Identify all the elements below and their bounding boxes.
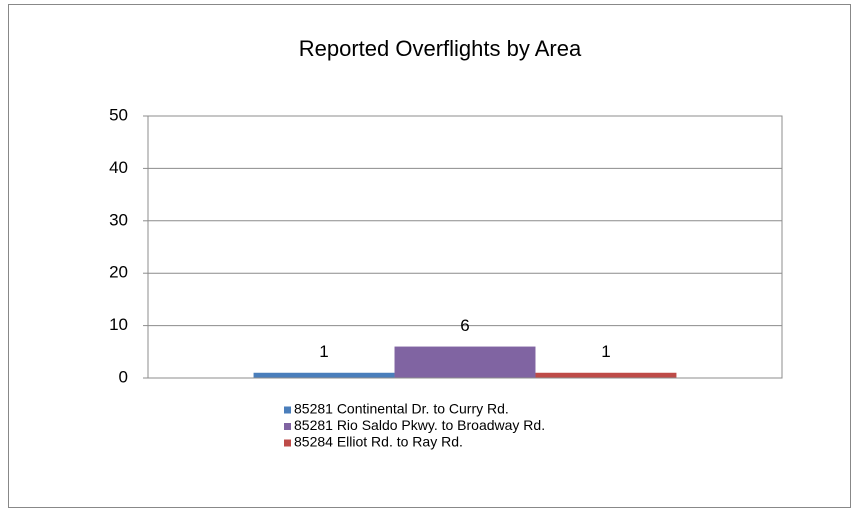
y-tick-label: 30 [109,210,128,229]
chart-title: Reported Overflights by Area [299,36,582,61]
legend-label: 85284 Elliot Rd. to Ray Rd. [294,434,463,450]
legend-swatch [284,439,291,447]
y-tick-label: 0 [119,367,128,386]
data-label: 1 [601,342,610,361]
data-label: 1 [319,342,328,361]
bar [394,346,536,378]
y-tick-label: 20 [109,263,128,282]
y-tick-label: 10 [109,315,128,334]
bar [535,372,677,378]
y-tick-label: 40 [109,158,128,177]
y-tick-label: 50 [109,105,128,124]
data-label: 6 [460,316,469,335]
legend-swatch [284,423,291,430]
legend-swatch [284,406,291,414]
bar [253,372,395,378]
legend-label: 85281 Rio Saldo Pkwy. to Broadway Rd. [294,417,545,433]
chart-frame [8,4,851,508]
legend-label: 85281 Continental Dr. to Curry Rd. [294,401,509,417]
